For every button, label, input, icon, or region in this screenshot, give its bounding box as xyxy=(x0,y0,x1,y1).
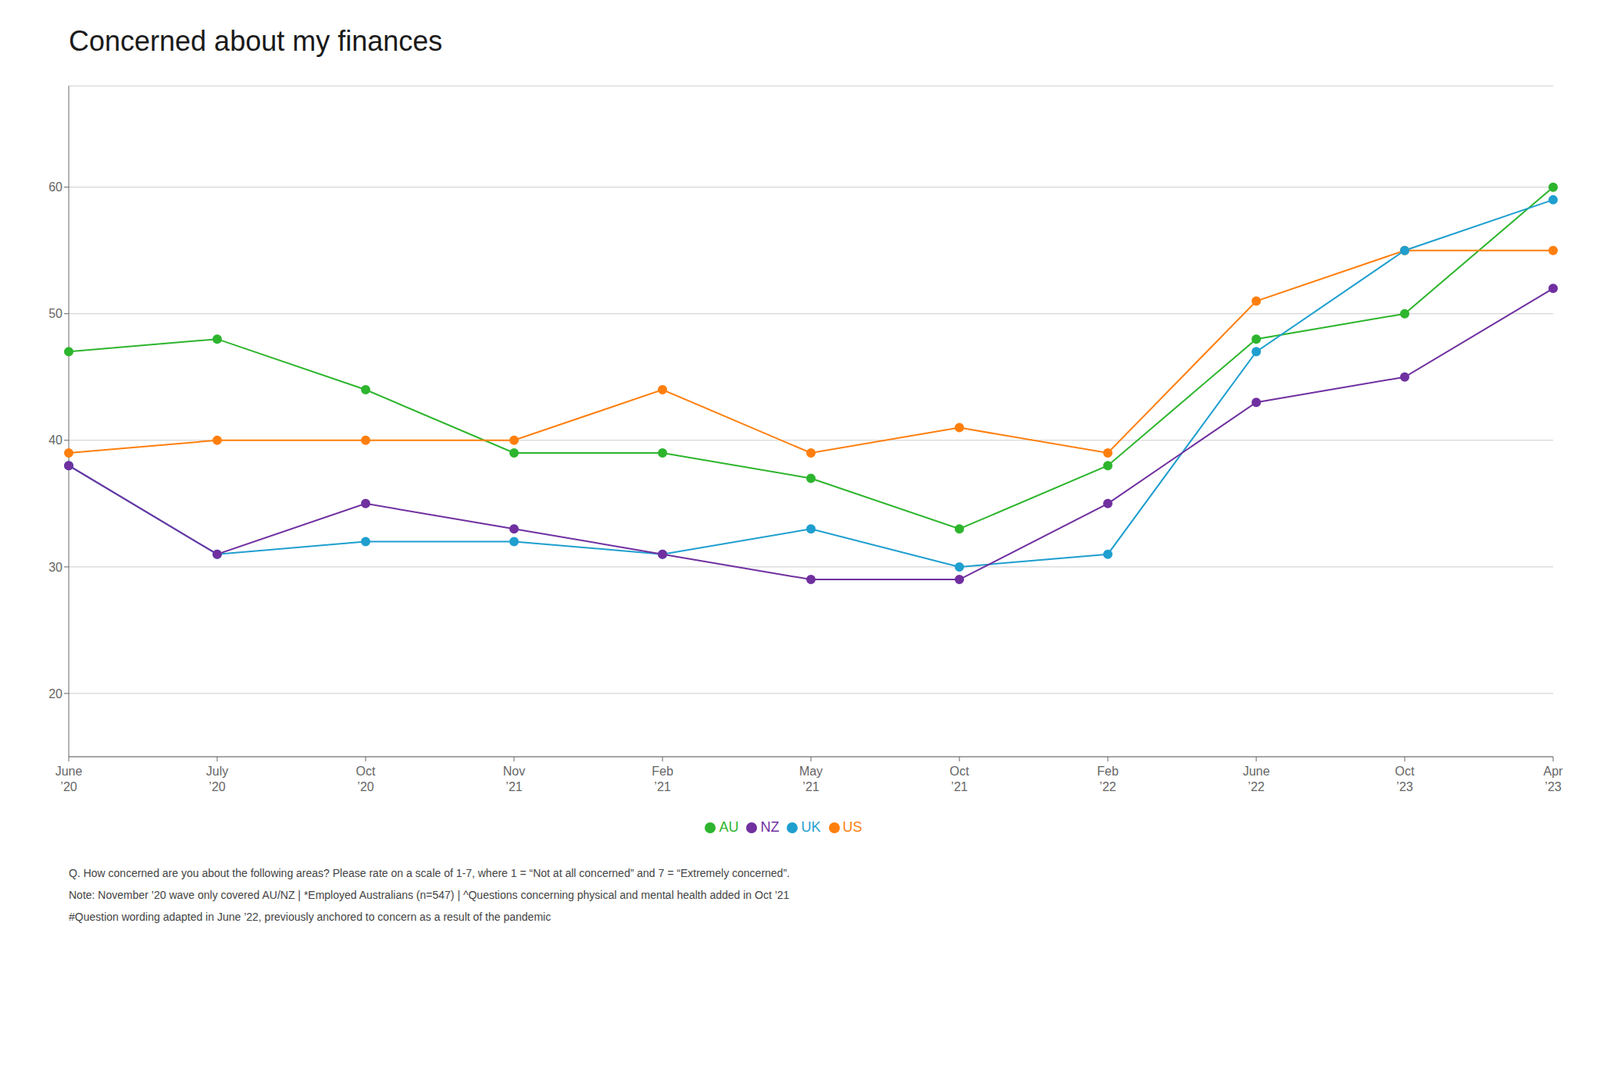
svg-text:Oct’23: Oct’23 xyxy=(1395,764,1415,794)
html-text:UK: UK xyxy=(801,819,821,836)
svg-text:Apr’23: Apr’23 xyxy=(1543,764,1565,794)
svg-text:20: 20 xyxy=(48,687,63,701)
svg-text:30: 30 xyxy=(48,560,63,575)
svg-text:60: 60 xyxy=(48,180,63,194)
html-text:Note: November ’20 wave only c: Note: November ’20 wave only covered AU/… xyxy=(68,889,790,902)
svg-text:May’21: May’21 xyxy=(799,764,823,794)
svg-text:Nov’21: Nov’21 xyxy=(503,764,525,794)
svg-text:Oct’21: Oct’21 xyxy=(950,764,970,794)
svg-text:July’20: July’20 xyxy=(206,764,229,794)
html-text:Q. How concerned are you about: Q. How concerned are you about the follo… xyxy=(68,867,790,880)
html-text:AU: AU xyxy=(719,819,739,836)
svg-text:Oct’20: Oct’20 xyxy=(356,764,376,794)
svg-text:Feb’21: Feb’21 xyxy=(651,764,674,794)
html-text:US: US xyxy=(842,819,863,836)
html-text:#Question wording adapted in J: #Question wording adapted in June ’22, p… xyxy=(68,910,551,924)
svg-text:50: 50 xyxy=(48,307,63,321)
svg-text:Feb’22: Feb’22 xyxy=(1096,764,1119,794)
html-text:NZ: NZ xyxy=(760,819,780,836)
svg-text:June’22: June’22 xyxy=(1242,764,1271,794)
svg-text:June’20: June’20 xyxy=(55,764,83,794)
svg-text:40: 40 xyxy=(48,433,63,447)
html-text:Concerned about my finances: Concerned about my finances xyxy=(68,25,443,58)
